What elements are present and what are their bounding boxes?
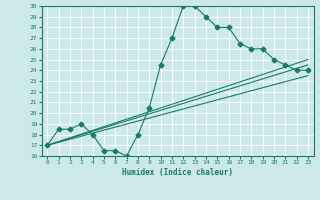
X-axis label: Humidex (Indice chaleur): Humidex (Indice chaleur) bbox=[122, 168, 233, 177]
